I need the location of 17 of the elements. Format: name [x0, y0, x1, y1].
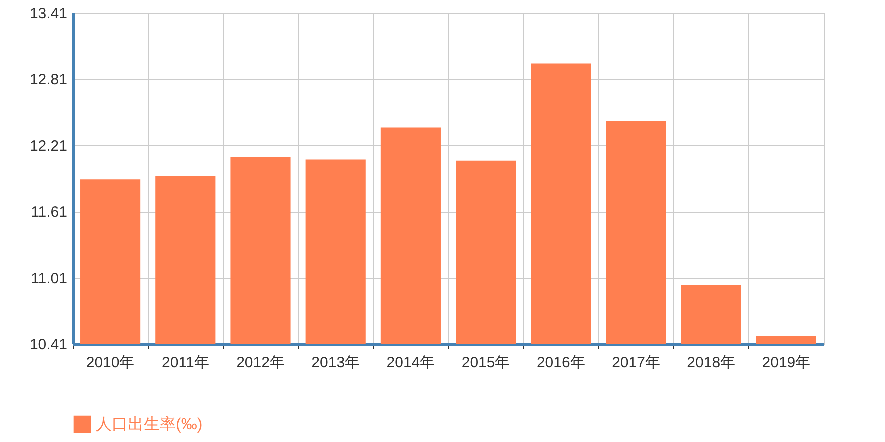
- y-tick-label: 12.81: [30, 72, 68, 89]
- x-tick-label: 2018年: [687, 354, 736, 372]
- x-tick-label: 2014年: [386, 354, 436, 372]
- y-tick-label: 11.01: [31, 270, 68, 288]
- y-tick-label: 12.21: [30, 138, 68, 155]
- x-tick-label: 2013年: [312, 354, 360, 372]
- x-tick-label: 2019年: [762, 354, 811, 372]
- x-tick-label: 2015年: [462, 354, 510, 372]
- y-tick-label: 10.41: [30, 336, 68, 354]
- x-tick-label: 2011年: [162, 354, 210, 372]
- y-tick-label: 13.41: [30, 6, 68, 22]
- x-tick-label: 2017年: [612, 354, 660, 372]
- y-tick-label: 11.61: [31, 204, 68, 222]
- x-tick-label: 2010年: [86, 354, 135, 372]
- x-tick-label: 2012年: [236, 354, 285, 372]
- legend-label: 人口出生率(‰): [96, 416, 203, 434]
- x-tick-label: 2016年: [536, 354, 586, 372]
